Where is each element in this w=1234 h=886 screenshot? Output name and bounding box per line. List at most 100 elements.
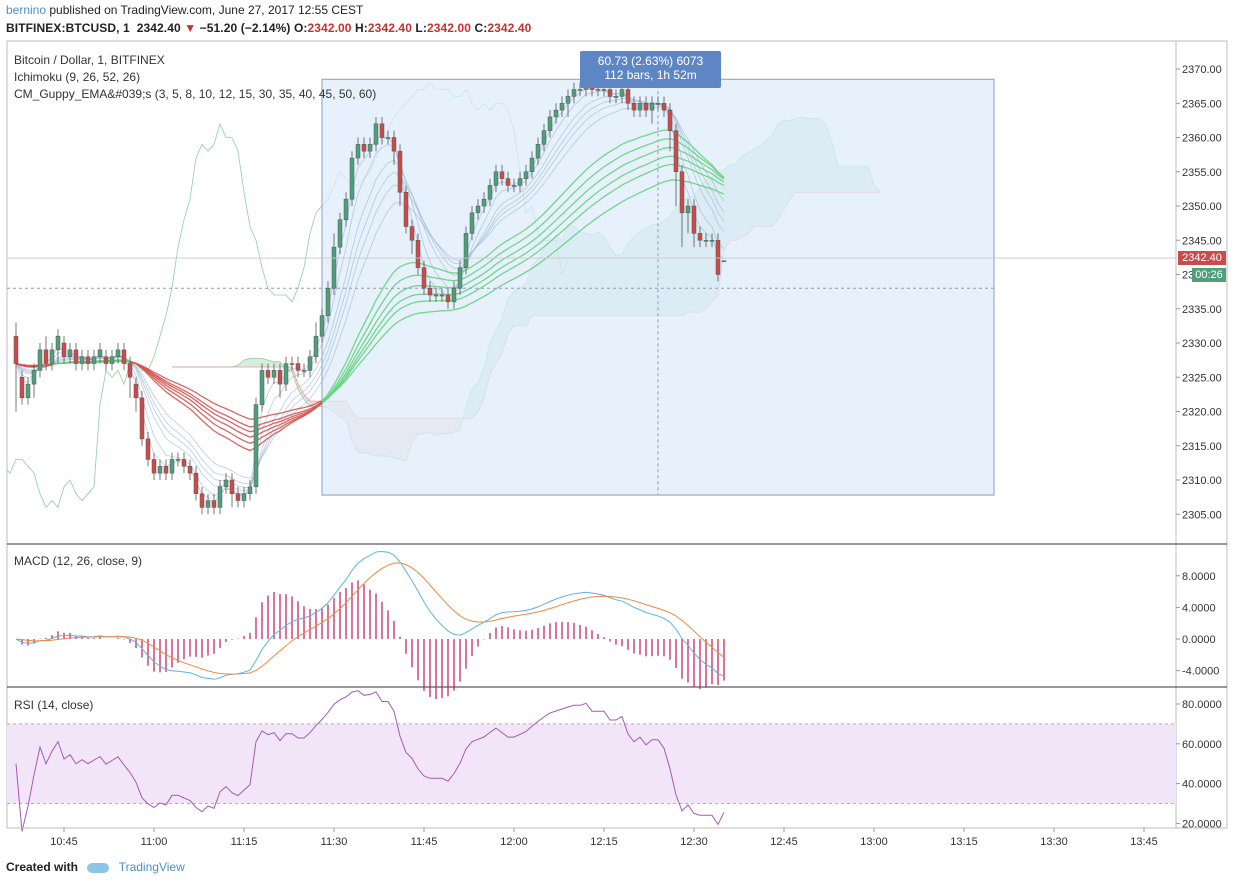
candle-body	[295, 363, 301, 371]
candle-body	[661, 103, 667, 111]
tradingview-link[interactable]: TradingView	[118, 860, 185, 874]
candle	[565, 89, 571, 117]
candle	[493, 164, 499, 193]
candle-body	[565, 96, 571, 104]
candle-body	[247, 486, 253, 494]
candle-body	[409, 226, 415, 241]
candle	[103, 349, 109, 371]
candle-body	[709, 240, 715, 242]
candle	[613, 89, 619, 104]
candle	[199, 486, 205, 515]
author-link[interactable]: bernino	[6, 3, 47, 17]
candle-body	[337, 219, 343, 248]
guppy-legend[interactable]: CM_Guppy_EMA&#039;s (3, 5, 8, 10, 12, 15…	[14, 87, 377, 101]
price-tick-label: 2315.00	[1182, 441, 1222, 453]
ichimoku-cloud-segment	[244, 358, 250, 367]
candle	[445, 288, 451, 309]
candle	[385, 130, 391, 145]
candle-body	[199, 493, 205, 508]
rsi-legend[interactable]: RSI (14, close)	[14, 698, 94, 712]
candle-body	[439, 294, 445, 297]
candle	[163, 459, 169, 480]
candle-body	[577, 89, 583, 91]
candle	[169, 452, 175, 480]
candle-body	[655, 103, 661, 105]
rsi-line	[15, 690, 725, 832]
ichimoku-cloud-segment	[256, 358, 262, 367]
candle	[187, 459, 193, 480]
candle-body	[607, 89, 613, 97]
guppy-long-ema	[129, 360, 323, 438]
guppy-long-ema	[51, 360, 131, 366]
price-tick-label: 2360.00	[1182, 133, 1222, 145]
candle-body	[349, 157, 355, 200]
candle-body	[613, 96, 619, 98]
candle	[37, 343, 43, 378]
candle	[511, 178, 517, 193]
candle	[283, 356, 289, 391]
candle	[673, 123, 679, 206]
candle-body	[265, 370, 271, 378]
candle-body	[703, 240, 709, 242]
created-with-label: Created with	[6, 860, 79, 874]
candle-body	[19, 377, 25, 399]
guppy-long-ema	[321, 163, 725, 404]
ichimoku-legend[interactable]: Ichimoku (9, 26, 52, 26)	[14, 70, 141, 84]
candle-body	[271, 370, 277, 378]
ohlc-line: BITFINEX:BTCUSD, 1 2342.40 ▼ −51.20 (−2.…	[6, 21, 531, 35]
candle	[373, 116, 379, 152]
macd-legend[interactable]: MACD (12, 26, close, 9)	[14, 554, 143, 568]
candle-body	[85, 356, 91, 364]
candle-body	[721, 260, 727, 263]
candle	[397, 144, 403, 206]
time-tick-label: 11:30	[321, 836, 348, 848]
candle-body	[157, 466, 163, 474]
candle-body	[277, 370, 283, 385]
candle	[643, 96, 649, 117]
candle	[571, 82, 577, 104]
candle-body	[49, 349, 55, 364]
rsi-tick-label: 60.0000	[1182, 739, 1222, 751]
time-tick-label: 13:00	[860, 836, 888, 848]
candle-body	[103, 356, 109, 364]
candle	[43, 336, 49, 371]
candle	[61, 336, 67, 364]
candle-body	[205, 500, 211, 508]
macd-tick-label: 8.0000	[1182, 571, 1216, 583]
candle-body	[283, 363, 289, 385]
price-tick-label: 2335.00	[1182, 304, 1222, 316]
candle-body	[637, 103, 643, 111]
candle-body	[421, 267, 427, 289]
candle	[205, 493, 211, 515]
last-price-badge: 2342.40	[1178, 251, 1226, 265]
candle	[415, 233, 421, 275]
candle-body	[163, 466, 169, 474]
candle	[523, 164, 529, 186]
measure-tooltip: 60.73 (2.63%) 6073 112 bars, 1h 52m	[580, 51, 721, 88]
candle	[73, 343, 79, 371]
candle-body	[379, 123, 385, 138]
candle-body	[625, 89, 631, 104]
candle-body	[115, 349, 121, 357]
candle-body	[673, 130, 679, 172]
candle	[697, 226, 703, 248]
candle-body	[487, 185, 493, 200]
candle-body	[391, 137, 397, 152]
ichimoku-cloud-segment	[274, 361, 280, 367]
candle	[109, 349, 115, 371]
price-tick-label: 2350.00	[1182, 201, 1222, 213]
candle	[145, 432, 151, 467]
candle-body	[109, 356, 115, 364]
price-tick-label: 2330.00	[1182, 338, 1222, 350]
guppy-long-ema	[321, 138, 725, 404]
candle	[67, 343, 73, 364]
candle	[193, 466, 199, 501]
candle-body	[559, 103, 565, 111]
candle	[181, 452, 187, 474]
candle-body	[571, 89, 577, 97]
candle-body	[505, 178, 511, 186]
candle-body	[31, 370, 37, 385]
price-tick-label: 2345.00	[1182, 235, 1222, 247]
rsi-band	[7, 723, 1176, 804]
